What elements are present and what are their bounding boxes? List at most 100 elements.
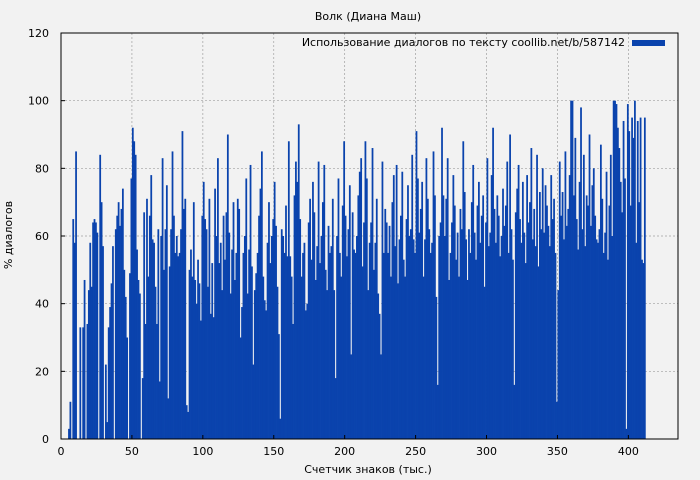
bar: [259, 188, 262, 439]
bar: [432, 151, 435, 440]
bar: [565, 225, 568, 439]
bar: [191, 276, 194, 439]
bar: [303, 242, 306, 439]
bar: [377, 293, 380, 439]
bar: [537, 266, 540, 439]
bar: [567, 208, 570, 439]
bar: [168, 266, 171, 439]
bar: [295, 161, 297, 439]
bar: [631, 117, 633, 439]
bar: [367, 290, 370, 439]
bar: [533, 208, 536, 439]
bar: [124, 296, 127, 439]
bar: [283, 252, 286, 439]
bar: [148, 215, 151, 439]
bar: [212, 317, 215, 439]
bar: [591, 185, 594, 439]
bar: [442, 195, 445, 439]
bar: [506, 161, 509, 439]
bar: [299, 219, 302, 439]
bar: [624, 178, 626, 440]
bar: [129, 273, 131, 439]
bar: [319, 263, 321, 439]
bar: [530, 148, 533, 439]
bar: [229, 293, 232, 439]
bar: [520, 242, 523, 439]
bar: [351, 212, 354, 439]
bar: [177, 256, 180, 439]
bar: [419, 208, 422, 439]
bar: [500, 236, 503, 439]
bar: [226, 134, 229, 439]
bar: [112, 246, 114, 439]
bar: [306, 303, 309, 439]
bar: [123, 269, 126, 439]
bar: [214, 188, 216, 439]
bar: [275, 225, 277, 439]
bar: [547, 225, 550, 439]
bar: [144, 323, 147, 439]
bar: [523, 232, 526, 439]
bar: [513, 384, 516, 439]
bar: [120, 208, 123, 439]
bar: [160, 236, 163, 439]
bar: [131, 127, 134, 439]
bar: [516, 188, 519, 439]
bar: [485, 222, 487, 439]
bar: [87, 290, 90, 439]
bar: [615, 104, 618, 440]
bar: [470, 202, 473, 439]
bar: [350, 354, 353, 439]
bar: [302, 252, 304, 439]
bar: [619, 181, 622, 439]
bar: [473, 232, 476, 439]
bar: [509, 134, 511, 439]
bar: [392, 175, 395, 439]
bar: [581, 229, 584, 439]
bar: [551, 219, 554, 439]
bar: [468, 229, 470, 439]
x-tick-label: 200: [334, 445, 355, 458]
bar: [195, 303, 198, 439]
bar: [165, 185, 168, 439]
y-tick-label: 60: [35, 230, 49, 243]
bar: [198, 283, 201, 439]
bar: [493, 208, 496, 439]
x-tick-label: 150: [263, 445, 284, 458]
bar: [618, 148, 621, 439]
bar: [548, 246, 551, 439]
bar: [96, 232, 99, 439]
bar: [126, 337, 129, 439]
bar: [418, 232, 421, 439]
bar: [496, 195, 499, 439]
bar: [104, 364, 107, 439]
bar: [173, 215, 175, 439]
bar: [157, 229, 160, 439]
bar: [478, 181, 480, 439]
bar: [519, 219, 521, 439]
bar: [194, 279, 197, 439]
bar: [462, 141, 465, 439]
bar: [260, 151, 263, 440]
bar: [205, 229, 208, 439]
bar: [116, 215, 119, 439]
bar: [252, 364, 255, 439]
bar: [602, 252, 605, 439]
bar: [170, 229, 172, 439]
bar: [536, 154, 538, 440]
bar: [489, 232, 492, 439]
bar: [563, 239, 565, 439]
bar: [387, 252, 389, 439]
bar: [190, 249, 192, 439]
bar: [317, 161, 320, 439]
bar: [609, 154, 612, 440]
ticks: 0 50 100 150 200 250 300 350 400 0 20 40 60 80 100 120: [28, 27, 639, 458]
bar: [448, 279, 450, 439]
bar: [608, 205, 611, 439]
bar: [521, 181, 524, 439]
bar: [626, 104, 629, 440]
bar: [452, 175, 455, 439]
bar: [269, 263, 272, 439]
bar: [604, 232, 607, 439]
bar: [371, 148, 374, 439]
